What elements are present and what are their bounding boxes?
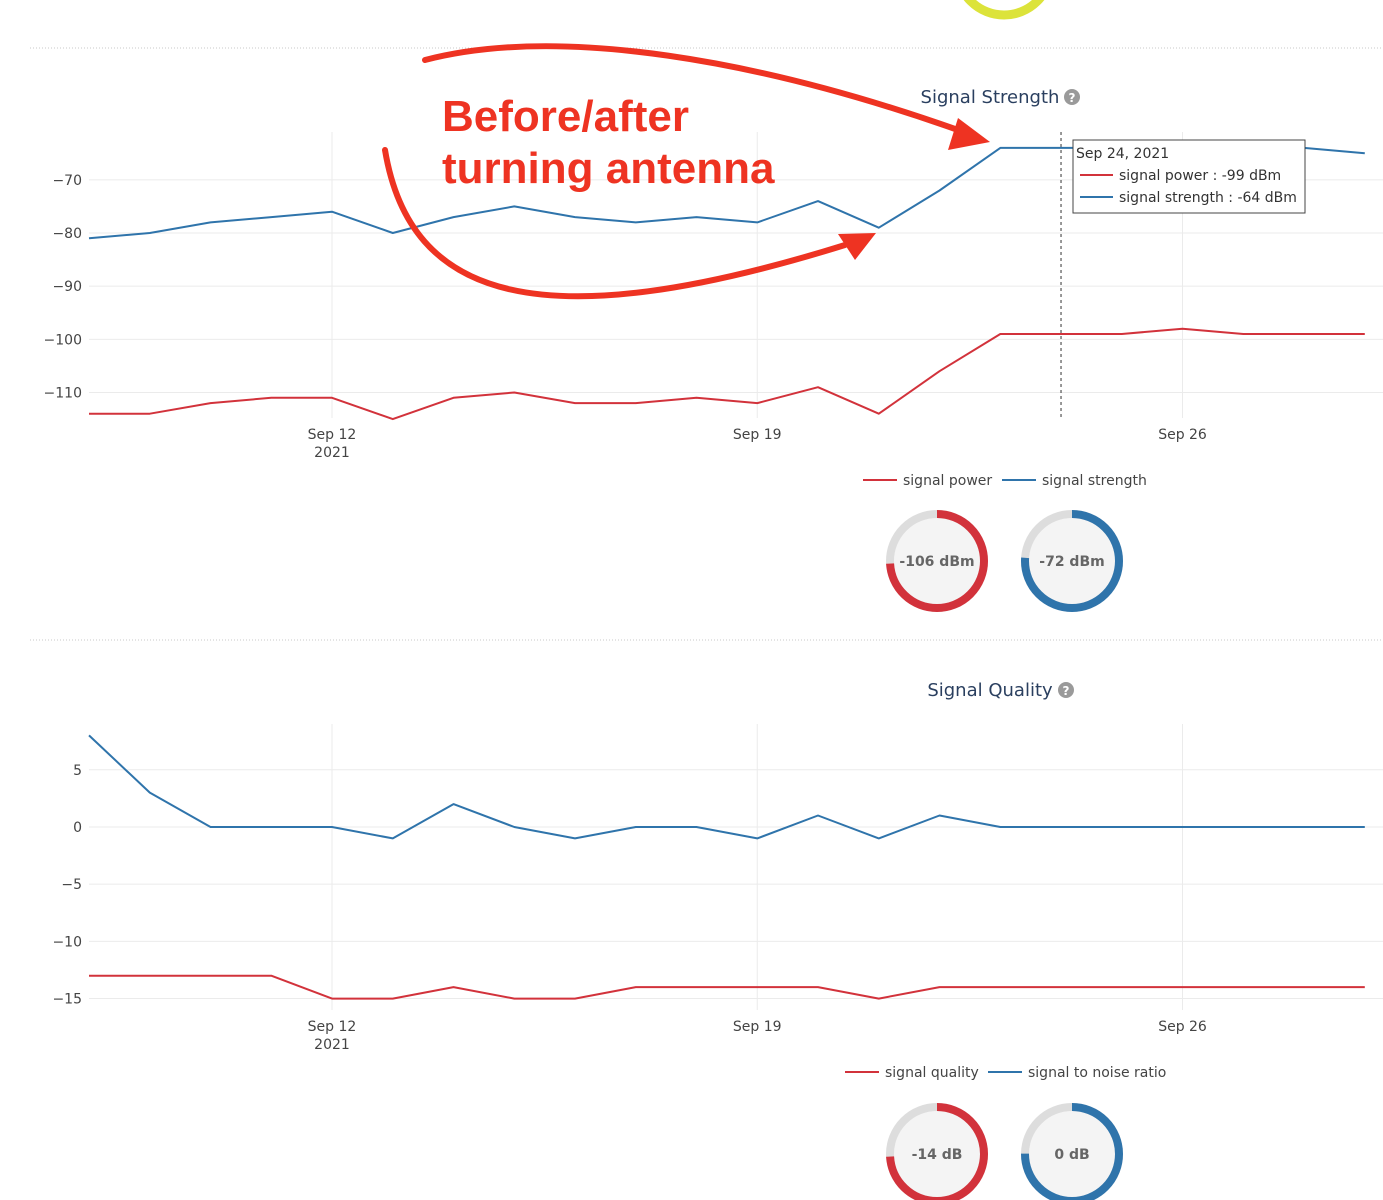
gauge-signal-quality: -14 dB bbox=[886, 1103, 988, 1200]
gauge-value: 0 dB bbox=[1054, 1147, 1089, 1163]
gauge-face bbox=[1029, 518, 1115, 604]
annotation-overlay: Before/after turning antenna bbox=[382, 43, 990, 300]
x-tick-sublabel: 2021 bbox=[314, 1037, 350, 1053]
x-tick-label: Sep 12 bbox=[308, 427, 357, 443]
x-tick-label: Sep 19 bbox=[733, 427, 782, 443]
annotation-text-line2: turning antenna bbox=[442, 144, 775, 193]
legend-item-signal-quality[interactable]: signal quality bbox=[845, 1065, 979, 1081]
svg-text:signal strength: signal strength bbox=[1042, 473, 1147, 489]
gauge-value: -14 dB bbox=[912, 1147, 963, 1163]
svg-text:signal power: signal power bbox=[903, 473, 992, 489]
x-tick-label: Sep 26 bbox=[1158, 427, 1207, 443]
y-tick-label: −80 bbox=[52, 226, 82, 242]
series-line-signal-to-noise-ratio[interactable] bbox=[88, 734, 1365, 840]
x-tick-label: Sep 19 bbox=[733, 1019, 782, 1035]
annotation-text-line1: Before/after bbox=[442, 92, 689, 141]
gauge-signal-to-noise-ratio: 0 dB bbox=[1021, 1103, 1123, 1200]
signal-strength-chart: Signal Strength ? −70 −80 −90 −100 −110 Sep … bbox=[44, 87, 1383, 612]
x-tick-sublabel: 2021 bbox=[314, 445, 350, 461]
svg-text:?: ? bbox=[1069, 91, 1076, 105]
chart-title: Signal Quality bbox=[927, 680, 1053, 701]
gauge-arc bbox=[886, 1103, 988, 1200]
gauge-arc bbox=[886, 510, 988, 612]
tooltip-date: Sep 24, 2021 bbox=[1076, 146, 1169, 162]
gauge-face bbox=[894, 518, 980, 604]
help-icon[interactable]: ? bbox=[1064, 89, 1080, 105]
svg-text:signal to noise ratio: signal to noise ratio bbox=[1028, 1065, 1166, 1081]
y-tick-label: −10 bbox=[52, 934, 82, 950]
y-tick-label: −110 bbox=[44, 385, 82, 401]
gauge-arc bbox=[1021, 1103, 1123, 1200]
chart-title: Signal Strength bbox=[921, 87, 1060, 108]
help-icon[interactable]: ? bbox=[1058, 682, 1074, 698]
tooltip-line: signal strength : -64 dBm bbox=[1119, 190, 1297, 206]
legend-item-signal-power[interactable]: signal power bbox=[863, 473, 992, 489]
x-tick-label: Sep 12 bbox=[308, 1019, 357, 1035]
gauge-arc bbox=[1021, 510, 1123, 612]
y-tick-label: 5 bbox=[73, 763, 82, 779]
legend: signal power signal strength bbox=[863, 473, 1147, 489]
annotation-arrowhead-lower bbox=[838, 233, 876, 260]
y-tick-label: −70 bbox=[52, 173, 82, 189]
series-line-signal-power[interactable] bbox=[89, 327, 1365, 421]
series-line-signal-quality[interactable] bbox=[89, 974, 1365, 1000]
gauge-signal-power: -106 dBm bbox=[886, 510, 988, 612]
hover-tooltip: Sep 24, 2021 signal power : -99 dBm sign… bbox=[1072, 139, 1306, 214]
annotation-arrow-upper bbox=[422, 43, 961, 133]
legend-item-signal-to-noise-ratio[interactable]: signal to noise ratio bbox=[988, 1065, 1166, 1081]
gauge-face bbox=[894, 1111, 980, 1197]
signal-quality-chart: Signal Quality ? 5 0 −5 −10 −15 Sep 12 2021 Se… bbox=[52, 680, 1383, 1200]
legend: signal quality signal to noise ratio bbox=[845, 1065, 1166, 1081]
legend-item-signal-strength[interactable]: signal strength bbox=[1002, 473, 1147, 489]
x-tick-label: Sep 26 bbox=[1158, 1019, 1207, 1035]
annotation-arrow-lower bbox=[382, 147, 848, 300]
y-tick-label: −15 bbox=[52, 992, 82, 1008]
y-tick-label: −90 bbox=[52, 279, 82, 295]
gauge-signal-strength: -72 dBm bbox=[1021, 510, 1123, 612]
y-tick-label: −100 bbox=[44, 332, 82, 348]
annotation-arrowhead-upper bbox=[948, 118, 990, 150]
gauge-value: -72 dBm bbox=[1039, 554, 1104, 570]
y-tick-label: 0 bbox=[73, 820, 82, 836]
svg-text:signal quality: signal quality bbox=[885, 1065, 979, 1081]
top-gauge-partial bbox=[963, 0, 1045, 20]
y-tick-label: −5 bbox=[61, 877, 82, 893]
tooltip-line: signal power : -99 dBm bbox=[1119, 168, 1281, 184]
svg-text:?: ? bbox=[1063, 684, 1070, 698]
gauge-face bbox=[1029, 1111, 1115, 1197]
gauge-value: -106 dBm bbox=[899, 554, 974, 570]
